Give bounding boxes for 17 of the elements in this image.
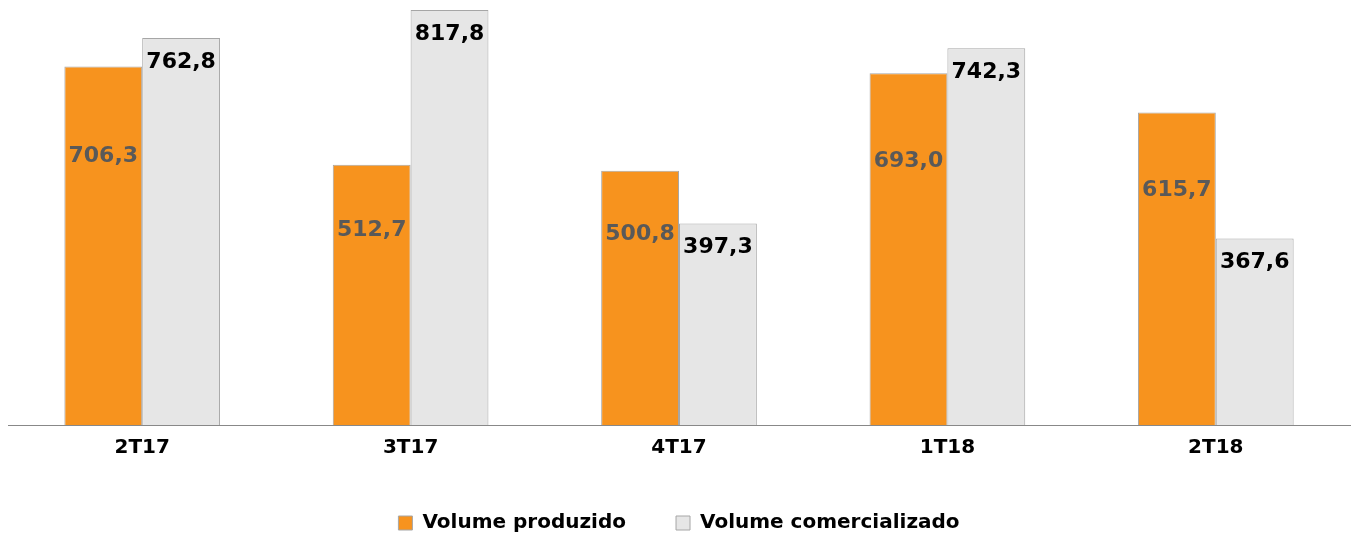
data-label: 706,3 <box>68 141 139 167</box>
data-label: 512,7 <box>336 215 407 241</box>
legend-label: Volume produzido <box>422 509 627 534</box>
x-tick-label: 2T18 <box>1188 434 1244 459</box>
data-label: 397,3 <box>683 233 753 259</box>
data-label: 615,7 <box>1142 176 1212 202</box>
legend-label: Volume comercializado <box>700 509 960 534</box>
x-tick-label: 2T17 <box>114 434 170 459</box>
x-tick-label: 1T18 <box>919 434 976 459</box>
data-label: 762,8 <box>146 47 216 73</box>
x-tick-label: 4T17 <box>651 434 707 459</box>
data-label: 817,8 <box>414 19 485 45</box>
data-label: 367,6 <box>1219 248 1290 274</box>
data-label: 500,8 <box>605 220 675 246</box>
x-tick-label: 3T17 <box>382 434 439 459</box>
data-label: 742,3 <box>951 58 1022 84</box>
data-label: 693,0 <box>873 146 944 172</box>
